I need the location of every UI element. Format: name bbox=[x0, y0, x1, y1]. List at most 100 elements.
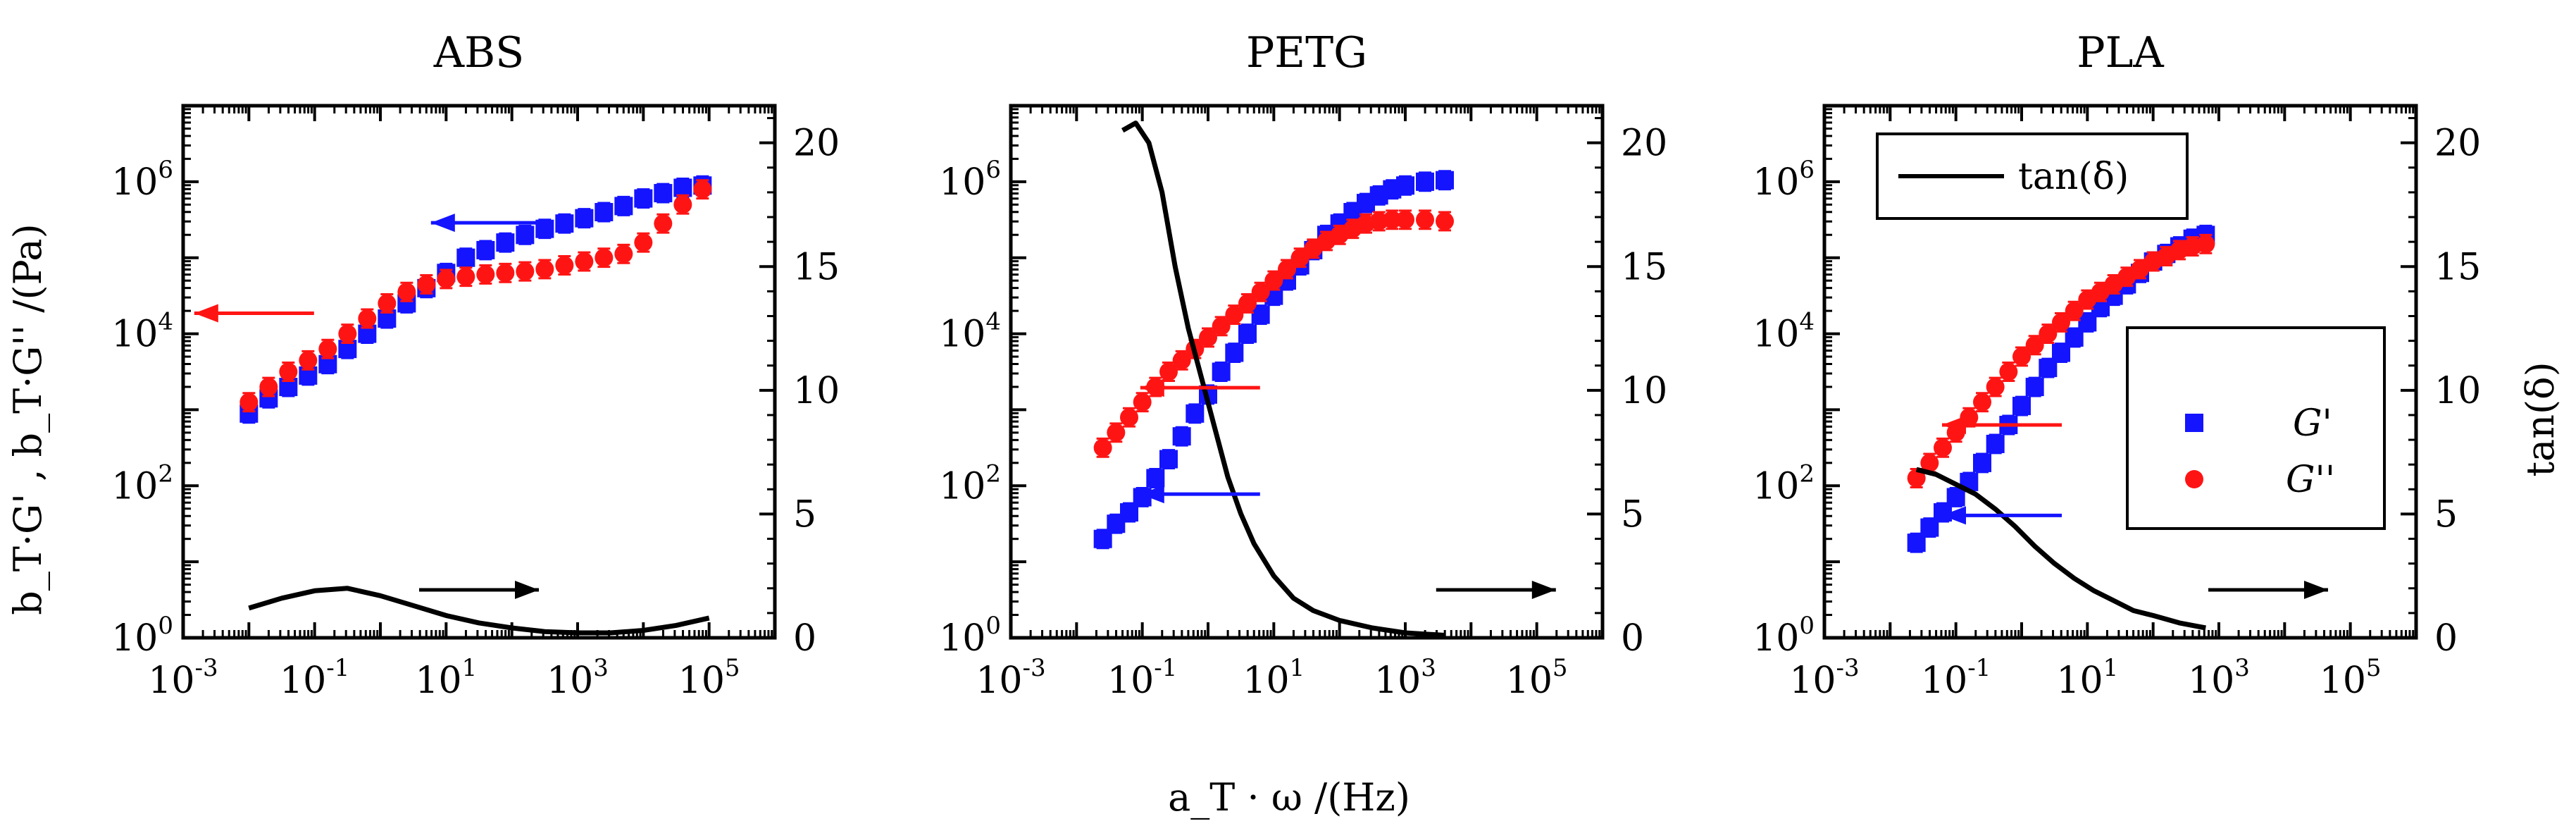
gdprime-point bbox=[1986, 378, 2005, 397]
gdprime-point bbox=[2039, 324, 2058, 343]
gprime-point bbox=[1238, 324, 1257, 343]
y-tick-label: 104 bbox=[939, 308, 1001, 356]
x-tick-label: 10-3 bbox=[1789, 654, 1859, 702]
axis-arrow-head bbox=[515, 581, 539, 600]
gdprime-point bbox=[1907, 469, 1926, 488]
y2-tick-label: 5 bbox=[1621, 493, 1644, 536]
x-tick-label: 10-1 bbox=[1921, 654, 1991, 702]
gdprime-point bbox=[535, 259, 554, 278]
panel-title: PLA bbox=[2077, 28, 2164, 78]
y2-tick-label: 10 bbox=[793, 370, 840, 412]
x-tick-label: 10-3 bbox=[148, 654, 218, 702]
gdprime-point bbox=[1934, 438, 1952, 457]
gdprime-point bbox=[693, 180, 712, 199]
gdprime-point bbox=[1436, 211, 1454, 230]
gprime-point bbox=[1973, 453, 1991, 472]
y-tick-label: 106 bbox=[1753, 156, 1815, 204]
y2-tick-label: 0 bbox=[793, 617, 816, 660]
y-tick-label: 100 bbox=[111, 612, 173, 660]
gdprime-point bbox=[2196, 235, 2215, 254]
y2-tick-label: 20 bbox=[793, 123, 840, 165]
y2-tick-label: 15 bbox=[2434, 246, 2481, 288]
y-tick-label: 102 bbox=[1753, 459, 1815, 507]
x-tick-label: 105 bbox=[1506, 654, 1568, 702]
x-tick-label: 103 bbox=[1374, 654, 1436, 702]
y-tick-label: 104 bbox=[111, 308, 173, 356]
y-tick-label: 102 bbox=[111, 459, 173, 507]
gdprime-point bbox=[575, 252, 594, 271]
x-tick-label: 101 bbox=[2056, 654, 2118, 702]
y2-tick-label: 15 bbox=[1621, 246, 1667, 288]
y2-tick-label: 10 bbox=[1621, 370, 1667, 412]
y2-tick-label: 20 bbox=[1621, 123, 1667, 165]
gdprime-point bbox=[654, 214, 673, 233]
gdprime-point bbox=[1133, 393, 1152, 412]
tan-legend-box: tan(δ) bbox=[1876, 132, 2189, 220]
gprime-point bbox=[456, 248, 475, 267]
gprime-point bbox=[673, 178, 692, 197]
axis-arrow-head bbox=[1140, 378, 1164, 397]
gdprime-point bbox=[1264, 271, 1283, 290]
x-tick-label: 10-3 bbox=[976, 654, 1045, 702]
gprime-point bbox=[1986, 434, 2005, 453]
gdprime-point bbox=[1251, 283, 1270, 302]
tan-delta-curve bbox=[248, 586, 710, 636]
gdprime-point bbox=[338, 324, 357, 343]
x-tick-label: 10-1 bbox=[1107, 654, 1177, 702]
x-tick-label: 101 bbox=[415, 654, 477, 702]
gdprime-point bbox=[1172, 351, 1191, 370]
gprime-point bbox=[1172, 427, 1191, 446]
gdprime-point bbox=[1238, 294, 1257, 313]
gprime-point bbox=[1146, 469, 1165, 488]
gprime-point bbox=[1436, 171, 1454, 190]
gprime-point bbox=[476, 240, 495, 259]
gdprime-point bbox=[299, 351, 318, 370]
gdprime-point bbox=[595, 248, 614, 267]
y-tick-label: 104 bbox=[1753, 308, 1815, 356]
gdprime-point bbox=[1093, 438, 1112, 457]
gprime-point bbox=[614, 197, 633, 216]
x-tick-label: 103 bbox=[547, 654, 609, 702]
y2-tick-label: 5 bbox=[2434, 493, 2458, 536]
gdprime-point bbox=[456, 267, 475, 286]
gprime-point bbox=[1225, 343, 1244, 362]
gdprime-point bbox=[417, 275, 436, 294]
gdprime-point bbox=[1920, 453, 1939, 472]
gdprime-point bbox=[1107, 423, 1126, 442]
gdprime-point bbox=[496, 264, 515, 283]
gdprime-point bbox=[673, 195, 692, 214]
gdprime-point bbox=[1159, 362, 1178, 381]
y2-tick-label: 5 bbox=[793, 493, 816, 536]
panel-title: ABS bbox=[433, 28, 525, 78]
gdprime-point bbox=[1225, 305, 1244, 324]
gprime-point bbox=[516, 226, 535, 245]
gdprime-point bbox=[1383, 210, 1402, 229]
gprime-legend-marker bbox=[2185, 414, 2203, 432]
tan-delta-curve bbox=[1915, 467, 2206, 631]
y2-tick-label: 15 bbox=[793, 246, 840, 288]
tan-legend-label: tan(δ) bbox=[2018, 156, 2129, 198]
gprime-point bbox=[654, 184, 673, 203]
gdprime-point bbox=[1396, 210, 1414, 229]
y-tick-label: 106 bbox=[111, 156, 173, 204]
y-tick-label: 106 bbox=[939, 156, 1001, 204]
axis-arrow-head bbox=[194, 304, 218, 323]
axis-arrow-head bbox=[1140, 485, 1164, 504]
gprime-point bbox=[575, 209, 594, 228]
gprime-point bbox=[634, 189, 653, 208]
x-tick-label: 10-1 bbox=[280, 654, 349, 702]
axis-arrow-head bbox=[1531, 581, 1556, 600]
gdprime-point bbox=[1199, 328, 1217, 347]
y2-tick-label: 0 bbox=[1621, 617, 1644, 660]
gdprime-point bbox=[1120, 408, 1138, 427]
gprime-point bbox=[555, 214, 574, 233]
gdprime-point bbox=[397, 283, 416, 302]
gprime-point bbox=[1212, 362, 1231, 381]
plot-frame bbox=[181, 104, 777, 640]
axis-arrow-head bbox=[1942, 506, 1966, 525]
gdprime-point bbox=[2065, 302, 2084, 321]
y-tick-label: 102 bbox=[939, 459, 1001, 507]
gdprime-point bbox=[476, 265, 495, 284]
